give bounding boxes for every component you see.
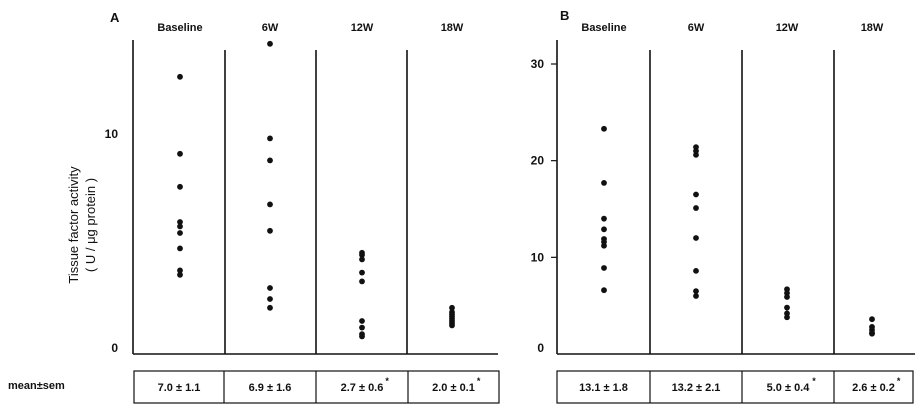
y-axis-title: Tissue factor activity ( U / μg protein … <box>66 166 98 284</box>
panel-b-significance-star: * <box>897 376 901 386</box>
panel-b-data-point <box>784 294 790 300</box>
panel-b-data-point <box>601 242 607 249</box>
panel-a-data-point <box>177 271 183 278</box>
panel-b-data-point <box>869 316 875 323</box>
panel-a-data-point <box>359 278 365 285</box>
panel-b-y-tick-label: 0 <box>537 341 544 355</box>
panel-b-data-point <box>601 125 607 132</box>
panel-a-data-point <box>359 324 365 331</box>
panel-b-stat-value: 2.6 ± 0.2 <box>852 382 895 394</box>
panel-b-data-point <box>693 151 699 158</box>
panel-a-data-point <box>267 40 273 47</box>
panel-b-data-point <box>601 215 607 222</box>
panel-b-y-tick-label: 10 <box>531 250 545 264</box>
panel-a-data-point <box>177 150 183 157</box>
panel-b-data-point <box>601 287 607 294</box>
panel-a-data-point <box>359 333 365 340</box>
panel-a-category-label: 18W <box>441 22 464 34</box>
panel-b-letter: B <box>560 8 569 23</box>
panel-a-data-point <box>359 269 365 276</box>
panel-a-stat-value: 2.7 ± 0.6 <box>341 382 384 394</box>
panel-a-y-tick-label: 10 <box>105 127 119 141</box>
panel-a-data-point <box>267 201 273 208</box>
panel-b-data-point <box>693 235 699 241</box>
panel-a-category-label: 6W <box>262 22 279 34</box>
panel-b-y-tick-label: 20 <box>531 154 545 168</box>
panel-b-data-point <box>693 288 699 295</box>
panel-a-data-point <box>359 256 365 263</box>
panel-a-data-point <box>267 135 273 142</box>
panel-b-data-point <box>784 304 790 311</box>
panel-b-data-point <box>693 267 699 274</box>
panel-b-category-label: 12W <box>776 22 799 34</box>
panel-a-category-label: 12W <box>351 22 374 34</box>
panel-b-data-point <box>693 191 699 198</box>
panel-b-category-label: Baseline <box>581 22 626 34</box>
panel-a-data-point <box>177 230 183 236</box>
panel-b-category-label: 18W <box>861 22 884 34</box>
panel-a-data-point <box>267 157 273 164</box>
panel-a-data-point <box>449 322 455 329</box>
panel-b-stats-box <box>556 370 914 404</box>
panel-b-y-tick-label: 30 <box>531 57 545 71</box>
panel-a-data-point <box>177 223 183 230</box>
panel-b: B Baseline 6W 12W 18W 0 10 20 30 13.1 ± 1.8 13.2 ±… <box>531 8 915 404</box>
panel-b-data-point <box>784 314 790 321</box>
panel-b-stat-value: 13.1 ± 1.8 <box>579 382 628 394</box>
panel-b-data-point <box>601 226 607 233</box>
panel-a-stat-value: 2.0 ± 0.1 <box>432 382 475 394</box>
panel-b-data-point <box>601 265 607 271</box>
y-axis-title-line1: Tissue factor activity <box>66 166 81 284</box>
panel-a-data-point <box>449 304 455 311</box>
panel-a-data-point <box>177 183 183 190</box>
panel-b-significance-star: * <box>812 376 816 386</box>
panel-a-data-point <box>267 285 273 291</box>
panel-a-stat-value: 6.9 ± 1.6 <box>249 382 292 394</box>
panel-a-data-point <box>267 296 273 302</box>
y-axis-title-line2: ( U / μg protein ) <box>83 178 98 272</box>
panel-a-data-point <box>267 304 273 311</box>
panel-a-data-point <box>359 318 365 324</box>
panel-b-category-label: 6W <box>688 22 705 34</box>
panel-a-data-point <box>177 245 183 252</box>
panel-a-data-point <box>177 219 183 225</box>
panel-a-letter: A <box>110 10 120 25</box>
panel-b-data-point <box>693 205 699 211</box>
panel-a: A Baseline 6W 12W 18W 0 10 7.0 ± 1.1 6.9 ± 1.6 2.… <box>105 10 500 404</box>
panel-b-data-point <box>693 293 699 299</box>
stats-row-label: mean±sem <box>8 380 65 392</box>
panel-a-data-point <box>177 267 183 274</box>
panel-a-stat-value: 7.0 ± 1.1 <box>158 382 201 394</box>
panel-a-data-point <box>359 252 365 258</box>
panel-a-significance-star: * <box>385 376 389 386</box>
panel-a-significance-star: * <box>477 376 481 386</box>
panel-b-data-point <box>601 180 607 186</box>
panel-b-stat-value: 5.0 ± 0.4 <box>767 382 811 394</box>
panel-a-data-point <box>267 227 273 234</box>
panel-a-category-label: Baseline <box>157 22 202 34</box>
panel-a-data-point <box>177 73 183 80</box>
panel-b-stat-value: 13.2 ± 2.1 <box>672 382 721 394</box>
panel-b-data-point <box>869 330 875 337</box>
panel-a-y-tick-label: 0 <box>111 341 118 355</box>
